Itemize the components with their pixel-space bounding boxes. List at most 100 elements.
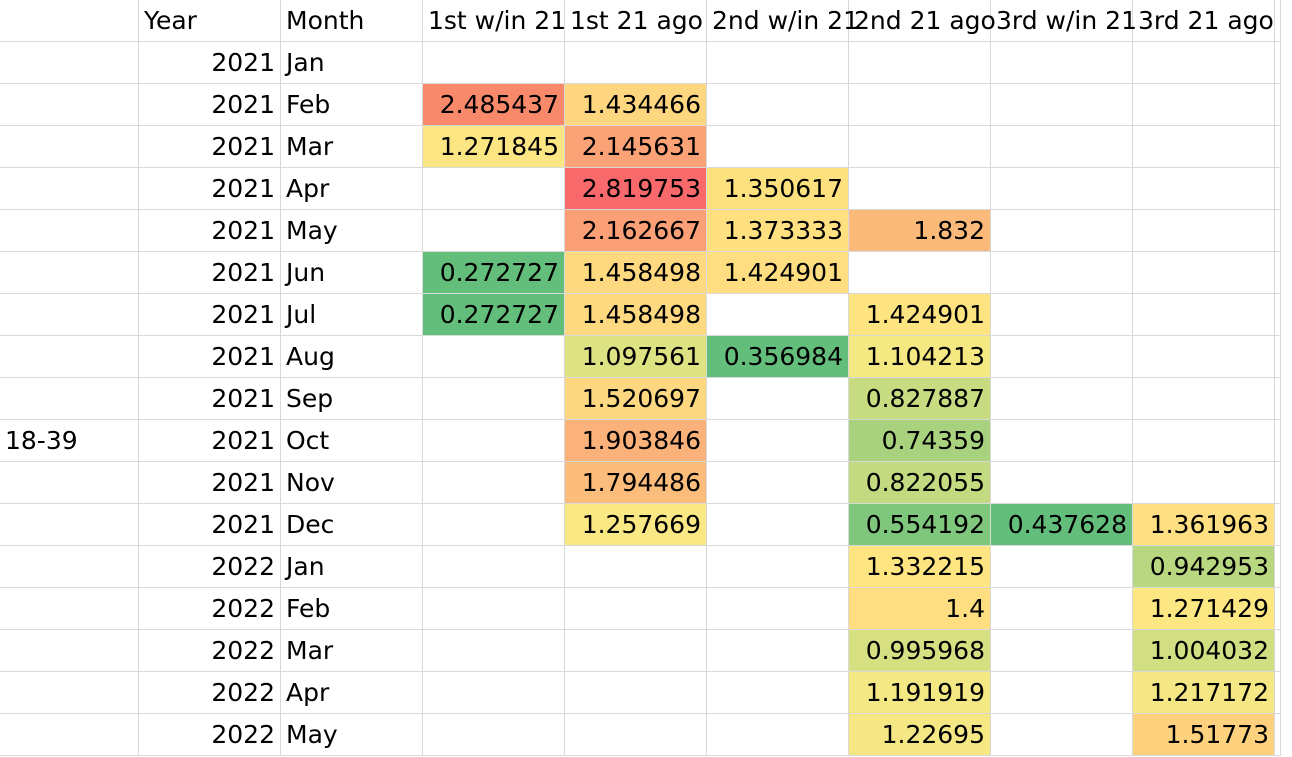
group-label-cell[interactable] — [0, 252, 139, 294]
value-cell[interactable] — [1133, 126, 1275, 168]
value-cell[interactable]: 0.272727 — [423, 252, 565, 294]
value-cell[interactable] — [423, 210, 565, 252]
month-cell[interactable]: Sep — [281, 378, 423, 420]
value-cell[interactable]: 1.51773 — [1133, 714, 1275, 756]
empty-cell[interactable] — [1275, 630, 1281, 672]
value-cell[interactable] — [565, 546, 707, 588]
value-cell[interactable]: 2.819753 — [565, 168, 707, 210]
value-cell[interactable] — [991, 546, 1133, 588]
value-cell[interactable]: 1.22695 — [849, 714, 991, 756]
group-label-cell[interactable] — [0, 84, 139, 126]
group-label-cell[interactable] — [0, 42, 139, 84]
value-cell[interactable] — [1133, 462, 1275, 504]
value-cell[interactable]: 0.995968 — [849, 630, 991, 672]
value-cell[interactable] — [565, 588, 707, 630]
value-cell[interactable] — [991, 714, 1133, 756]
value-cell[interactable] — [423, 672, 565, 714]
value-cell[interactable]: 0.356984 — [707, 336, 849, 378]
empty-cell[interactable] — [1275, 126, 1281, 168]
value-cell[interactable]: 1.373333 — [707, 210, 849, 252]
value-cell[interactable] — [565, 672, 707, 714]
month-cell[interactable]: Mar — [281, 630, 423, 672]
value-cell[interactable]: 0.554192 — [849, 504, 991, 546]
month-cell[interactable]: May — [281, 714, 423, 756]
value-cell[interactable]: 1.520697 — [565, 378, 707, 420]
value-cell[interactable] — [991, 210, 1133, 252]
month-cell[interactable]: Oct — [281, 420, 423, 462]
group-label-cell[interactable] — [0, 588, 139, 630]
value-cell[interactable] — [707, 378, 849, 420]
group-label-cell[interactable] — [0, 630, 139, 672]
empty-cell[interactable] — [1275, 336, 1281, 378]
value-cell[interactable] — [707, 84, 849, 126]
value-cell[interactable]: 1.097561 — [565, 336, 707, 378]
value-cell[interactable]: 1.361963 — [1133, 504, 1275, 546]
value-cell[interactable]: 2.162667 — [565, 210, 707, 252]
value-cell[interactable] — [423, 546, 565, 588]
value-cell[interactable]: 1.832 — [849, 210, 991, 252]
value-cell[interactable] — [991, 168, 1133, 210]
empty-cell[interactable] — [1275, 462, 1281, 504]
year-cell[interactable]: 2021 — [139, 462, 281, 504]
empty-cell[interactable] — [1275, 294, 1281, 336]
value-cell[interactable] — [849, 84, 991, 126]
header-cell-8[interactable]: 3rd 21 ago — [1133, 0, 1275, 42]
empty-cell[interactable] — [1275, 168, 1281, 210]
value-cell[interactable] — [991, 462, 1133, 504]
value-cell[interactable] — [1133, 294, 1275, 336]
value-cell[interactable] — [423, 630, 565, 672]
value-cell[interactable] — [1133, 378, 1275, 420]
value-cell[interactable] — [423, 588, 565, 630]
value-cell[interactable] — [849, 126, 991, 168]
value-cell[interactable] — [423, 336, 565, 378]
month-cell[interactable]: Feb — [281, 588, 423, 630]
value-cell[interactable] — [849, 168, 991, 210]
empty-cell[interactable] — [1275, 672, 1281, 714]
value-cell[interactable]: 1.271845 — [423, 126, 565, 168]
value-cell[interactable] — [1133, 252, 1275, 294]
value-cell[interactable] — [423, 378, 565, 420]
value-cell[interactable]: 1.458498 — [565, 294, 707, 336]
value-cell[interactable] — [707, 126, 849, 168]
value-cell[interactable]: 0.827887 — [849, 378, 991, 420]
value-cell[interactable]: 0.74359 — [849, 420, 991, 462]
value-cell[interactable]: 1.434466 — [565, 84, 707, 126]
value-cell[interactable] — [1133, 420, 1275, 462]
header-cell-1[interactable]: Year — [139, 0, 281, 42]
value-cell[interactable]: 1.350617 — [707, 168, 849, 210]
year-cell[interactable]: 2021 — [139, 336, 281, 378]
year-cell[interactable]: 2021 — [139, 294, 281, 336]
value-cell[interactable]: 1.271429 — [1133, 588, 1275, 630]
value-cell[interactable] — [991, 336, 1133, 378]
value-cell[interactable] — [423, 42, 565, 84]
value-cell[interactable] — [991, 588, 1133, 630]
value-cell[interactable]: 1.257669 — [565, 504, 707, 546]
empty-cell[interactable] — [1275, 504, 1281, 546]
header-cell-0[interactable] — [0, 0, 139, 42]
value-cell[interactable] — [707, 294, 849, 336]
value-cell[interactable] — [423, 168, 565, 210]
value-cell[interactable] — [565, 630, 707, 672]
group-label-cell[interactable] — [0, 714, 139, 756]
value-cell[interactable]: 1.424901 — [707, 252, 849, 294]
header-cell-6[interactable]: 2nd 21 ago — [849, 0, 996, 42]
value-cell[interactable] — [991, 672, 1133, 714]
header-cell-3[interactable]: 1st w/in 21 — [423, 0, 566, 42]
value-cell[interactable] — [991, 252, 1133, 294]
value-cell[interactable] — [707, 630, 849, 672]
value-cell[interactable]: 2.145631 — [565, 126, 707, 168]
year-cell[interactable]: 2021 — [139, 420, 281, 462]
value-cell[interactable]: 1.458498 — [565, 252, 707, 294]
value-cell[interactable] — [707, 546, 849, 588]
value-cell[interactable] — [423, 420, 565, 462]
value-cell[interactable] — [1133, 84, 1275, 126]
header-cell-2[interactable]: Month — [281, 0, 423, 42]
group-label-cell[interactable] — [0, 504, 139, 546]
group-label-cell[interactable]: 18-39 — [0, 420, 139, 462]
month-cell[interactable]: Feb — [281, 84, 423, 126]
group-label-cell[interactable] — [0, 462, 139, 504]
group-label-cell[interactable] — [0, 210, 139, 252]
value-cell[interactable]: 0.942953 — [1133, 546, 1275, 588]
value-cell[interactable]: 1.4 — [849, 588, 991, 630]
group-label-cell[interactable] — [0, 546, 139, 588]
